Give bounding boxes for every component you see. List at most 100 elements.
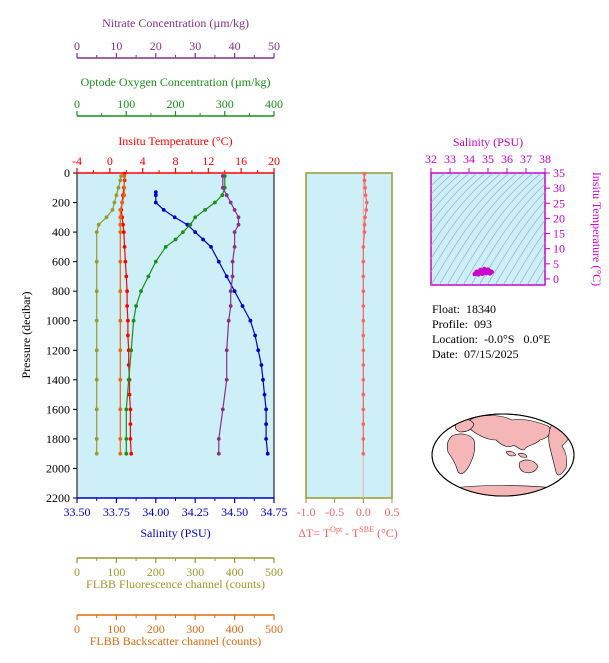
backscatter-point: [122, 174, 127, 178]
pressure-tick-label: 2200: [46, 491, 70, 505]
pressure-axis-label: Pressure (decibar): [19, 292, 33, 379]
temperature-tick-label: 0: [107, 154, 113, 168]
delta-t-point: [362, 230, 367, 234]
isopycnal-line: [431, 173, 502, 260]
ts-point: [485, 267, 491, 272]
salinity-tick-label: 33.75: [103, 505, 130, 519]
fluorescence-point: [112, 200, 117, 205]
temperature-point: [128, 437, 133, 441]
delta-t-plot-area: [305, 172, 393, 499]
pressure-tick-label: 2000: [46, 461, 70, 475]
nitrate-point: [230, 259, 235, 264]
pressure-tick-label: 400: [52, 225, 70, 239]
temperature-tick-label: 12: [202, 154, 214, 168]
backscatter-point: [122, 193, 127, 198]
ts-salinity-tick-label: 34: [463, 152, 475, 166]
salinity-point: [256, 348, 261, 353]
nitrate-point: [220, 407, 225, 412]
temperature-axis-label: Insitu Temperature (°C): [118, 134, 232, 148]
pressure-tick-label: 200: [52, 196, 70, 210]
fluorescence-point: [94, 348, 99, 353]
backscatter-tick-label: 400: [226, 622, 244, 636]
oxygen-tick-label: 0: [74, 97, 80, 111]
salinity-point: [232, 289, 237, 294]
nitrate-tick-label: 0: [74, 39, 80, 53]
temperature-axis: -4 0 4 8 12 16 20 Insitu Temperature (°C): [72, 134, 280, 174]
isopycnal-line: [462, 176, 545, 285]
delta-t-point: [363, 215, 367, 220]
salinity-point: [185, 222, 190, 227]
backscatter-tick-label: 500: [265, 622, 283, 636]
salinity-tick-label: 34.25: [182, 505, 209, 519]
backscatter-point: [118, 215, 123, 220]
delta-t-point: [361, 363, 366, 367]
nitrate-tick-label: 50: [268, 39, 280, 53]
fluorescence-tick-label: 0: [74, 565, 80, 579]
fluorescence-point: [94, 377, 99, 382]
nitrate-point: [228, 289, 233, 294]
ts-salinity-tick-label: 35: [482, 152, 494, 166]
ts-salinity-tick-label: 38: [539, 152, 551, 166]
salinity-point: [262, 392, 267, 397]
fluorescence-point: [118, 178, 123, 183]
oxygen-point: [129, 348, 134, 353]
backscatter-point: [118, 289, 123, 294]
salinity-point: [161, 208, 166, 212]
oxygen-point: [203, 208, 208, 212]
date-row: Date: 07/15/2025: [432, 347, 551, 362]
temperature-point: [127, 392, 132, 397]
isopycnal-line: [518, 242, 545, 285]
pressure-tick-label: 1400: [46, 373, 70, 387]
salinity-point: [216, 259, 221, 264]
float-label: Float:: [432, 302, 461, 316]
fluorescence-point: [104, 215, 109, 220]
oxygen-tick-label: 400: [265, 97, 283, 111]
delta-t-tick-label: 0.5: [385, 505, 400, 519]
oxygen-point: [134, 304, 139, 308]
temperature-tick-label: 8: [173, 154, 179, 168]
delta-t-point: [362, 171, 367, 176]
salinity-tick-label: 34.00: [142, 505, 169, 519]
delta-t-tick-label: 0.0: [356, 505, 371, 519]
isopycnal-line: [478, 191, 545, 285]
nitrate-point: [220, 174, 225, 178]
salinity-point: [264, 437, 268, 441]
oxygen-axis-label: Optode Oxygen Concentration (µm/kg): [81, 75, 271, 89]
backscatter-tick-label: 0: [74, 622, 80, 636]
backscatter-line: [119, 176, 125, 454]
isopycnal-line: [431, 173, 518, 285]
backscatter-point: [122, 185, 127, 190]
temperature-tick-label: 16: [235, 154, 247, 168]
salinity-point: [209, 245, 213, 249]
ts-temperature-tick-label: 25: [553, 196, 565, 210]
backscatter-point: [118, 348, 123, 353]
profile-label: Profile:: [432, 317, 468, 331]
main-profile-panel: 0 200 400 600 800 1000 1200 1400 1600 1800 2000 220…: [19, 166, 275, 505]
location-row: Location: -0.0°S 0.0°E: [432, 332, 551, 347]
fluorescence-point: [94, 437, 99, 441]
fluorescence-point: [114, 193, 119, 198]
delta-t-panel: -1.0 -0.5 0.0 0.5 ΔT= TOpt - TSBE (°C): [297, 171, 400, 540]
profile-series: [94, 171, 270, 456]
salinity-point: [261, 377, 265, 382]
date-label: Date:: [432, 347, 458, 361]
isopycnal-line: [494, 209, 545, 285]
ts-salinity-tick-label: 36: [501, 152, 513, 166]
temperature-point: [129, 451, 134, 456]
backscatter-point: [120, 200, 125, 205]
backscatter-point: [118, 451, 123, 456]
fluorescence-point: [96, 222, 101, 227]
map-land-asia: [467, 415, 551, 451]
ts-point: [476, 272, 481, 277]
isopycnal-line: [486, 200, 545, 285]
backscatter-tick-label: 200: [147, 622, 165, 636]
ts-temperature-label: Insitu Temperature (°C): [590, 172, 604, 286]
nitrate-point: [236, 215, 241, 220]
isopycnal-line: [534, 267, 545, 285]
oxygen-point: [153, 259, 158, 264]
isopycnal-line: [526, 254, 545, 285]
nitrate-axis-label: Nitrate Concentration (µm/kg): [102, 16, 249, 30]
delta-t-point: [361, 407, 366, 412]
fluorescence-point: [94, 318, 99, 323]
